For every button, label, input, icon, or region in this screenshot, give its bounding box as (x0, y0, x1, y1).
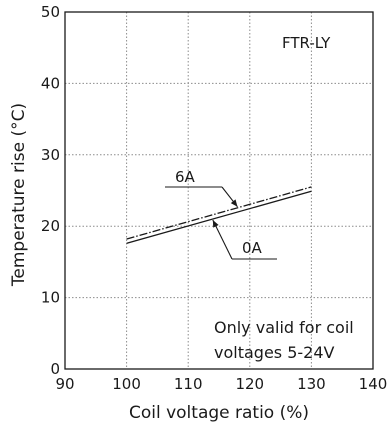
model-label: FTR-LY (282, 34, 331, 52)
y-tick-label: 10 (41, 289, 60, 307)
series-label-6a: 6A (175, 168, 196, 186)
label-0a-arrow-line (212, 219, 233, 260)
series-lines (126, 186, 312, 244)
x-tick-label: 130 (297, 375, 326, 393)
y-tick-label: 50 (41, 3, 60, 21)
x-tick-label: 110 (174, 375, 203, 393)
y-tick-label: 30 (41, 146, 60, 164)
x-tick-label: 90 (55, 375, 74, 393)
series-line-0a (126, 190, 312, 244)
x-tick-label: 140 (359, 375, 388, 393)
x-tick-labels: 90 100 110 120 130 140 (55, 375, 387, 393)
y-tick-label: 20 (41, 217, 60, 235)
grid-lines (65, 12, 373, 369)
label-6a-arrowhead (230, 199, 238, 207)
y-tick-labels: 0 10 20 30 40 50 (41, 3, 60, 378)
x-tick-label: 120 (235, 375, 264, 393)
note-line-1: Only valid for coil (214, 318, 354, 337)
y-axis-title: Temperature rise (°C) (9, 103, 29, 287)
label-0a-arrowhead (212, 220, 219, 228)
y-tick-label: 40 (41, 74, 60, 92)
y-tick-label: 0 (50, 360, 60, 378)
plot-frame (64, 11, 374, 370)
series-label-0a: 0A (242, 239, 263, 257)
series-line-6a (126, 186, 312, 240)
x-tick-label: 100 (112, 375, 141, 393)
note-line-2: voltages 5-24V (214, 343, 335, 362)
x-axis-title: Coil voltage ratio (%) (129, 403, 309, 423)
